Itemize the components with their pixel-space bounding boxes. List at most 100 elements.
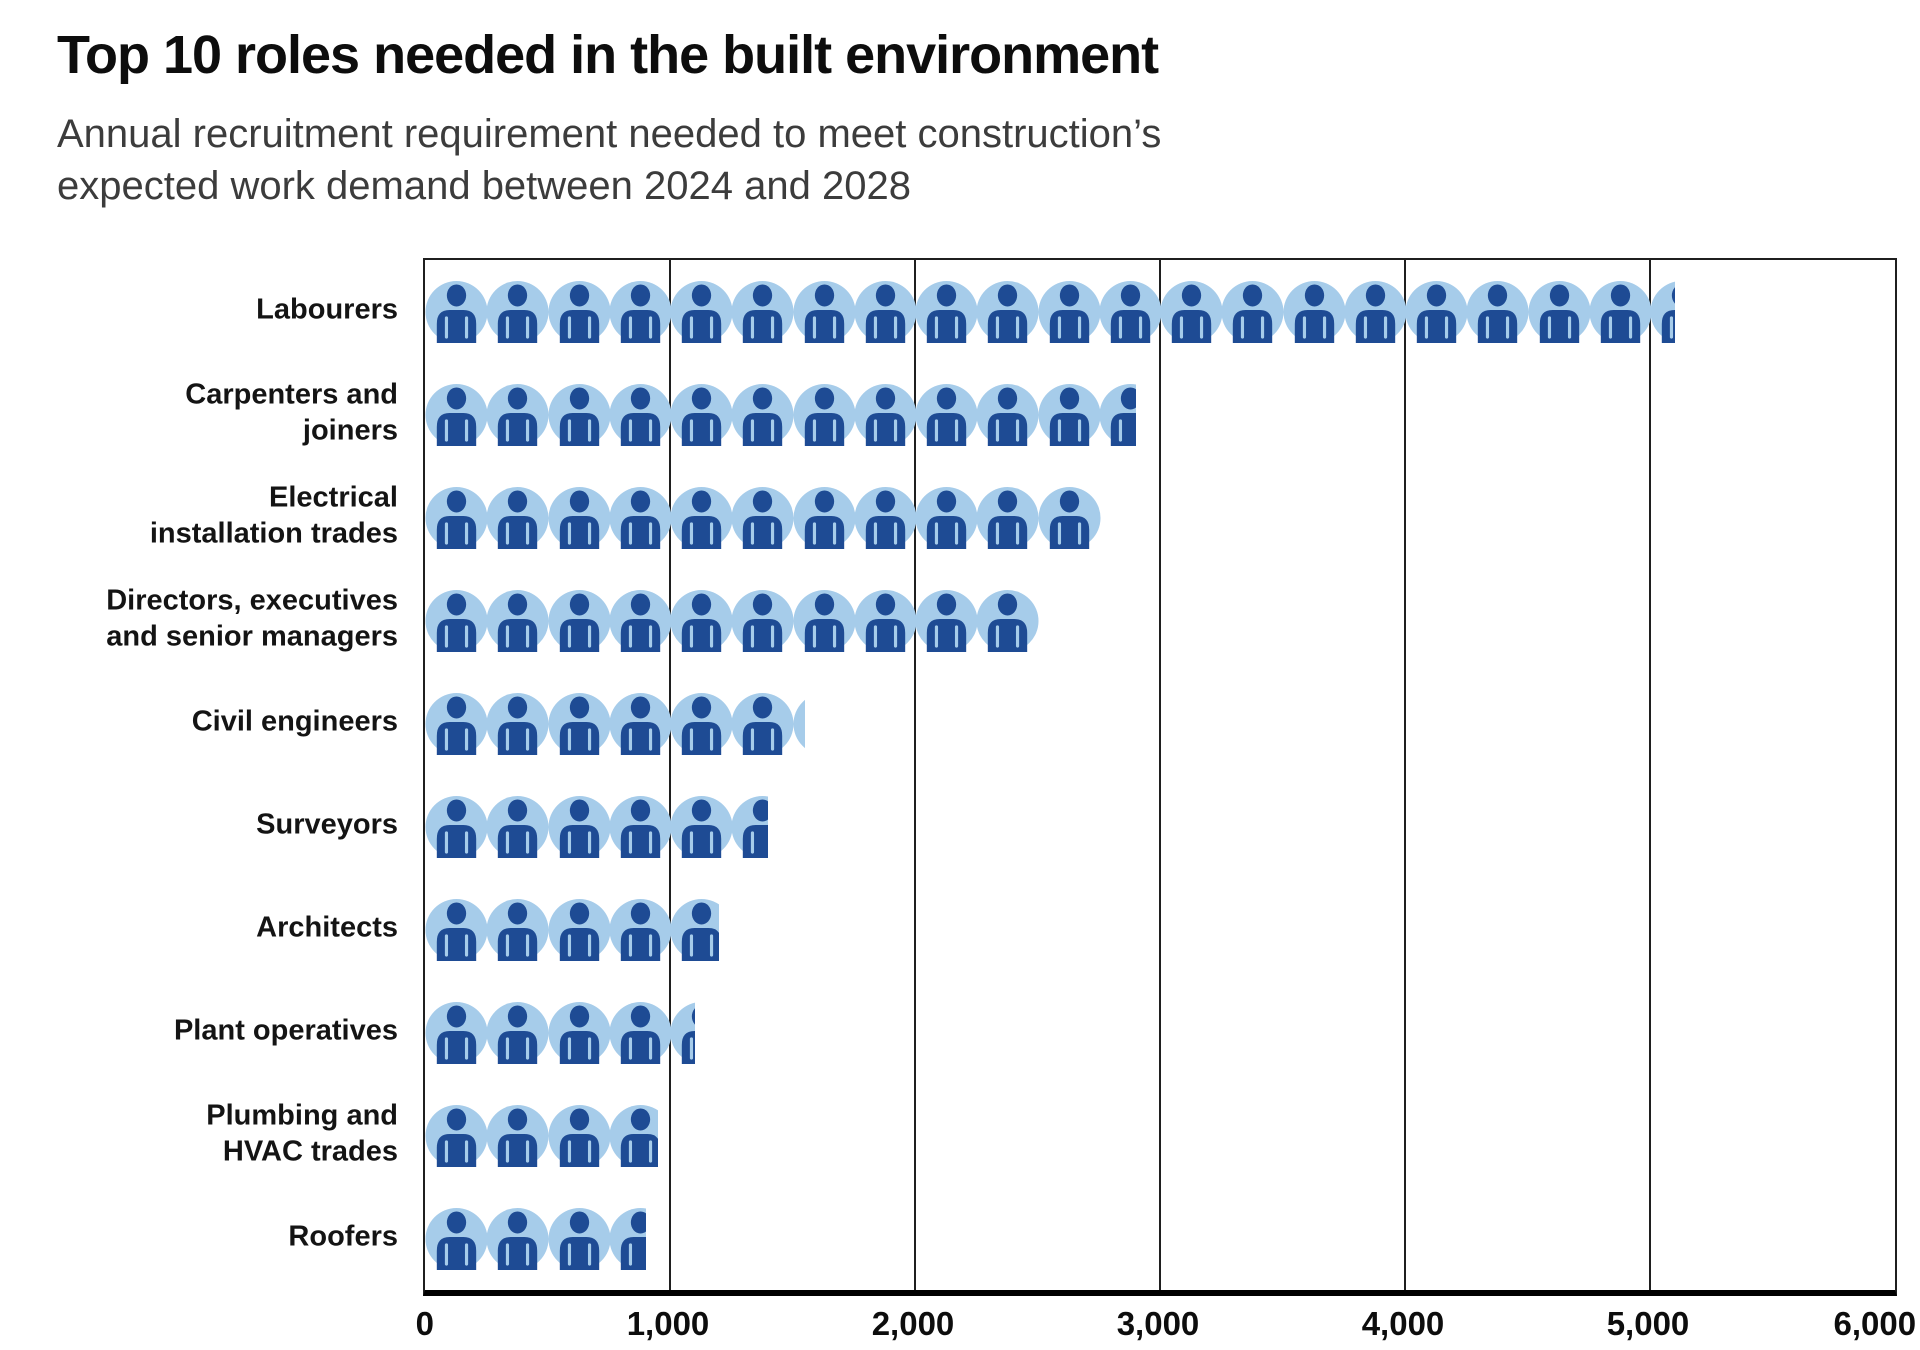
chart-subtitle: Annual recruitment requirement needed to… — [57, 112, 1162, 208]
person-icon-arm-gap — [464, 727, 469, 751]
person-icon-body — [498, 927, 538, 961]
person-icon-head — [508, 695, 528, 718]
person-icon — [425, 486, 488, 549]
person-icon-arm-gap — [567, 624, 571, 648]
person-icon-slot — [547, 280, 611, 343]
person-icon — [670, 486, 733, 549]
person-icon-head — [753, 283, 773, 306]
person-icon-arm-gap — [526, 1036, 530, 1060]
pictogram-row-0 — [425, 260, 1895, 363]
person-icon-body — [1600, 309, 1640, 343]
person-icon-arm-gap — [873, 624, 877, 648]
row-label-line: Plumbing and — [206, 1098, 398, 1131]
person-icon — [792, 486, 856, 549]
person-icon-body — [804, 618, 844, 652]
person-icon-body — [498, 412, 538, 446]
person-icon-body — [681, 309, 722, 343]
icon-strip — [425, 383, 1136, 446]
person-icon-arm-gap — [1016, 418, 1020, 442]
person-icon-slot — [792, 486, 856, 549]
row-label-line: Plant operatives — [173, 1014, 398, 1047]
person-icon-arm-gap — [934, 521, 939, 545]
person-icon — [1589, 280, 1652, 343]
person-icon-arm-gap — [1077, 315, 1081, 339]
person-icon-slot — [547, 1104, 611, 1167]
person-icon-head — [998, 592, 1018, 615]
row-label-5: Surveyors — [18, 806, 398, 843]
person-icon-body — [559, 1236, 599, 1270]
person-icon-body — [498, 1030, 538, 1064]
person-icon — [547, 280, 611, 343]
person-icon-slot — [1099, 280, 1162, 343]
person-icon-head — [446, 592, 467, 615]
person-icon-head — [446, 1210, 467, 1233]
person-icon-slot — [670, 795, 733, 858]
person-icon-arm-gap — [506, 1139, 510, 1163]
person-icon-body — [436, 824, 477, 858]
person-icon-body — [620, 824, 660, 858]
person-icon-arm-gap — [526, 521, 530, 545]
person-icon-slot — [425, 692, 488, 755]
gridline-5000 — [1649, 260, 1651, 1290]
person-icon-arm-gap — [873, 315, 877, 339]
person-icon — [731, 795, 768, 858]
person-icon-arm-gap — [587, 933, 591, 957]
person-icon-slot — [976, 280, 1039, 343]
person-icon-arm-gap — [751, 727, 755, 751]
person-icon-body — [865, 618, 905, 652]
person-icon-head — [691, 1008, 695, 1024]
person-icon-arm-gap — [567, 830, 571, 854]
person-icon-head — [630, 1210, 646, 1233]
person-icon — [976, 383, 1039, 446]
person-icon-head — [1549, 283, 1569, 306]
person-icon-arm-gap — [1322, 315, 1326, 339]
person-icon-slot — [915, 383, 978, 446]
row-label-8: Plumbing and HVAC trades — [18, 1097, 398, 1170]
person-icon — [854, 589, 917, 652]
person-icon-arm-gap — [1628, 315, 1632, 339]
person-icon-body — [988, 412, 1028, 446]
person-icon-arm-gap — [689, 830, 694, 854]
x-tick-label-4000: 4,000 — [1361, 1305, 1445, 1342]
person-icon-body — [436, 1236, 477, 1270]
person-icon-arm-gap — [628, 315, 632, 339]
person-icon-arm-gap — [526, 624, 530, 648]
person-icon-head — [446, 283, 467, 306]
person-icon-body — [498, 618, 538, 652]
person-icon-arm-gap — [873, 418, 877, 442]
person-icon — [425, 1001, 488, 1064]
person-icon-arm-gap — [709, 727, 714, 751]
person-icon-slot — [731, 486, 794, 549]
row-label-7: Plant operatives — [18, 1012, 398, 1049]
person-icon-body — [865, 309, 905, 343]
person-icon-arm-gap — [648, 1139, 652, 1163]
person-icon — [547, 692, 611, 755]
person-icon — [425, 589, 488, 652]
person-icon-arm-gap — [464, 521, 469, 545]
person-icon-arm-gap — [689, 315, 694, 339]
person-icon — [425, 1207, 488, 1270]
person-icon-head — [630, 283, 650, 306]
person-icon-head — [691, 386, 712, 409]
person-icon-slot — [425, 1207, 488, 1270]
person-icon-arm-gap — [1057, 315, 1061, 339]
person-icon-body — [804, 309, 844, 343]
person-icon — [1037, 383, 1101, 446]
person-icon — [486, 898, 549, 961]
pictogram-row-4 — [425, 672, 1895, 775]
person-icon-slot — [425, 1104, 488, 1167]
person-icon-arm-gap — [587, 1036, 591, 1060]
person-icon-arm-gap — [587, 1242, 591, 1266]
person-icon-slot — [1466, 280, 1529, 343]
person-icon-arm-gap — [567, 315, 571, 339]
person-icon-body — [559, 1030, 599, 1064]
person-icon-slot — [609, 898, 672, 961]
person-icon-arm-gap — [648, 624, 652, 648]
person-icon-arm-gap — [771, 727, 775, 751]
person-icon-slot-partial — [670, 898, 719, 961]
person-icon-head — [446, 695, 467, 718]
person-icon — [1037, 486, 1101, 549]
person-icon-head — [569, 592, 589, 615]
person-icon-arm-gap — [996, 624, 1000, 648]
person-icon-body — [743, 412, 783, 446]
